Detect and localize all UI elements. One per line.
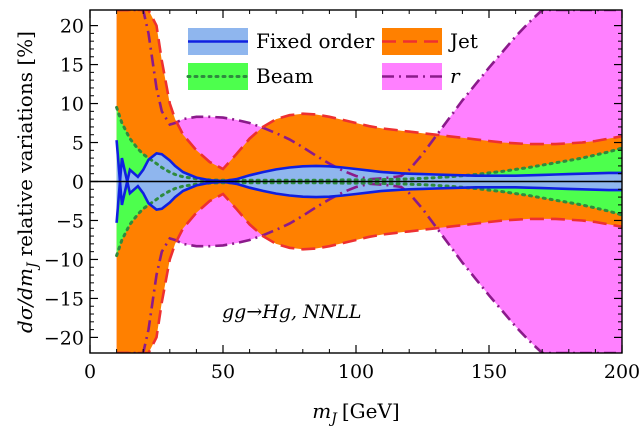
legend-label-jet: Jet: [448, 29, 478, 53]
x-tick-label: 150: [471, 361, 507, 383]
y-tick-label: 5: [72, 133, 84, 155]
line-beam-lower: [115, 181, 622, 258]
y-tick-label: −15: [44, 288, 84, 310]
y-tick-label: 0: [72, 172, 84, 194]
y-tick-label: −10: [44, 249, 84, 271]
x-axis-label: mJ [GeV]: [312, 399, 399, 427]
line-fixed-order-upper: [115, 140, 622, 206]
y-tick-label: −5: [56, 210, 84, 232]
lines-layer: [90, 10, 622, 353]
legend-label-fixed-order: Fixed order: [256, 29, 375, 53]
line-r-lower: [116, 182, 622, 353]
y-tick-label: 10: [60, 94, 84, 116]
line-beam-upper: [115, 105, 622, 182]
y-tick-label: −20: [44, 327, 84, 349]
y-tick-label: 20: [60, 16, 84, 38]
x-tick-label: 50: [211, 361, 235, 383]
axes-layer: 0 50 100 150 200 −20 −15 −10 −5 0 5 10 15 20: [44, 9, 640, 383]
line-r-upper: [116, 10, 622, 181]
annotation: gg→Hg, NNLL: [222, 301, 362, 323]
x-tick-label: 0: [84, 361, 96, 383]
legend-label-r: r: [450, 64, 461, 88]
y-tick-label: 15: [60, 55, 84, 77]
y-axis-label: dσ/dmJrelative variations [%]: [13, 31, 41, 333]
x-tick-label: 100: [338, 361, 374, 383]
legend: Fixed order Jet Beam r: [186, 28, 478, 90]
legend-label-beam: Beam: [256, 64, 313, 88]
x-tick-label: 200: [604, 361, 640, 383]
line-fixed-order-lower: [115, 157, 622, 223]
